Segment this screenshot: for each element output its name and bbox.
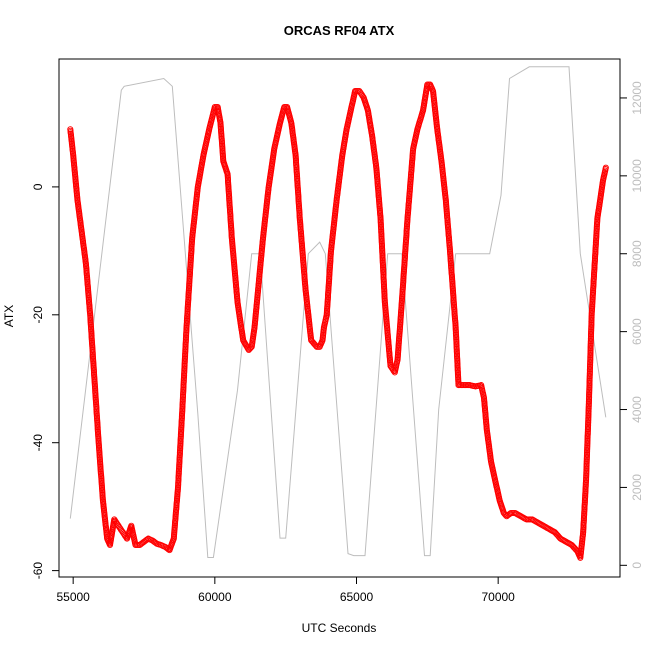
atx-point [602,164,609,171]
y-tick-label: 0 [31,183,45,190]
altitude-series [69,66,607,558]
y-axis: -60 -40 -20 0 [31,183,60,580]
x-tick-label: 60000 [198,590,232,604]
right-tick-label: 10000 [630,159,644,193]
y-tick-label: -20 [31,306,45,324]
right-tick-label: 4000 [630,396,644,423]
x-axis: 55000 60000 65000 70000 [56,576,515,604]
right-tick-label: 0 [630,562,644,569]
chart-title: ORCAS RF04 ATX [284,23,395,38]
altitude-line [69,66,607,558]
right-tick-label: 12000 [630,81,644,115]
atx-series [67,81,609,561]
y-axis-label: ATX [2,305,16,327]
y-tick-label: -60 [31,562,45,580]
right-tick-label: 8000 [630,240,644,267]
atx-point [502,512,509,519]
x-tick-label: 55000 [56,590,90,604]
x-tick-label: 70000 [481,590,515,604]
right-axis: 0 2000 4000 6000 8000 10000 12000 [619,81,644,569]
y-tick-label: -40 [31,434,45,452]
right-tick-label: 2000 [630,474,644,501]
x-tick-label: 65000 [340,590,374,604]
plot-frame [58,58,621,578]
right-tick-label: 6000 [630,318,644,345]
x-axis-label: UTC Seconds [302,621,377,635]
